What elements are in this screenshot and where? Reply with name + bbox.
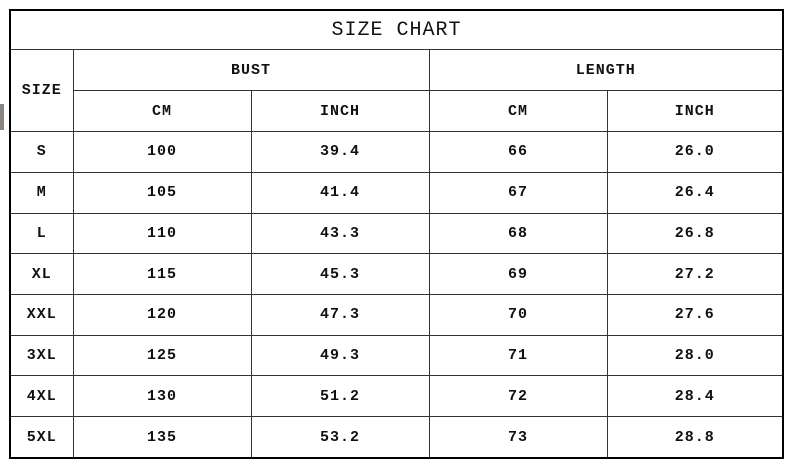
cell-size: 3XL: [11, 334, 74, 377]
cell-length-cm: 72: [428, 375, 608, 418]
table-row: XXL 120 47.3 70 27.6: [11, 293, 782, 336]
header-bust-cm: CM: [73, 90, 252, 133]
cell-bust-cm: 125: [72, 334, 252, 377]
table-row: 5XL 135 53.2 73 28.8: [11, 416, 782, 457]
table-row: S 100 39.4 66 26.0: [11, 131, 782, 173]
cell-length-cm: 71: [428, 334, 608, 377]
cell-size: L: [11, 212, 74, 255]
cell-length-cm: 67: [428, 171, 608, 214]
cell-length-inch: 28.4: [606, 375, 782, 418]
cell-length-inch: 26.0: [606, 131, 782, 173]
table-row: XL 115 45.3 69 27.2: [11, 253, 782, 295]
edge-artifact: [0, 104, 4, 130]
table-row: 4XL 130 51.2 72 28.4: [11, 375, 782, 418]
cell-length-inch: 26.8: [606, 212, 782, 255]
cell-length-cm: 70: [428, 293, 608, 336]
header-bust: BUST: [72, 49, 430, 92]
cell-bust-inch: 51.2: [250, 375, 430, 418]
cell-bust-inch: 41.4: [250, 171, 430, 214]
cell-size: XXL: [11, 293, 74, 336]
cell-bust-inch: 47.3: [250, 293, 430, 336]
cell-bust-cm: 120: [72, 293, 252, 336]
table-title: SIZE CHART: [11, 11, 782, 51]
cell-bust-cm: 105: [72, 171, 252, 214]
cell-bust-inch: 43.3: [250, 212, 430, 255]
header-bust-inch: INCH: [250, 90, 430, 133]
cell-length-cm: 66: [428, 131, 608, 173]
cell-size: M: [11, 171, 74, 214]
cell-bust-cm: 135: [72, 416, 252, 457]
size-chart-table: SIZE CHART SIZE BUST LENGTH CM INCH CM I…: [9, 9, 784, 459]
cell-bust-inch: 39.4: [250, 131, 430, 173]
cell-length-cm: 73: [428, 416, 608, 457]
cell-size: S: [11, 131, 74, 173]
cell-bust-cm: 110: [72, 212, 252, 255]
table-row: 3XL 125 49.3 71 28.0: [11, 334, 782, 377]
cell-length-inch: 26.4: [606, 171, 782, 214]
header-length: LENGTH: [428, 49, 782, 92]
cell-bust-cm: 130: [72, 375, 252, 418]
cell-length-inch: 27.6: [606, 293, 782, 336]
cell-length-cm: 68: [428, 212, 608, 255]
cell-size: 4XL: [11, 375, 74, 418]
cell-bust-cm: 115: [72, 253, 252, 295]
table-row: L 110 43.3 68 26.8: [11, 212, 782, 255]
header-size: SIZE: [11, 49, 74, 133]
cell-size: XL: [11, 253, 74, 295]
cell-bust-inch: 45.3: [250, 253, 430, 295]
cell-length-cm: 69: [428, 253, 608, 295]
cell-bust-cm: 100: [72, 131, 252, 173]
cell-bust-inch: 53.2: [250, 416, 430, 457]
header-length-cm: CM: [428, 90, 608, 133]
cell-size: 5XL: [11, 416, 74, 457]
cell-length-inch: 27.2: [606, 253, 782, 295]
cell-length-inch: 28.0: [606, 334, 782, 377]
cell-bust-inch: 49.3: [250, 334, 430, 377]
cell-length-inch: 28.8: [606, 416, 782, 457]
header-length-inch: INCH: [606, 90, 782, 133]
table-row: M 105 41.4 67 26.4: [11, 171, 782, 214]
